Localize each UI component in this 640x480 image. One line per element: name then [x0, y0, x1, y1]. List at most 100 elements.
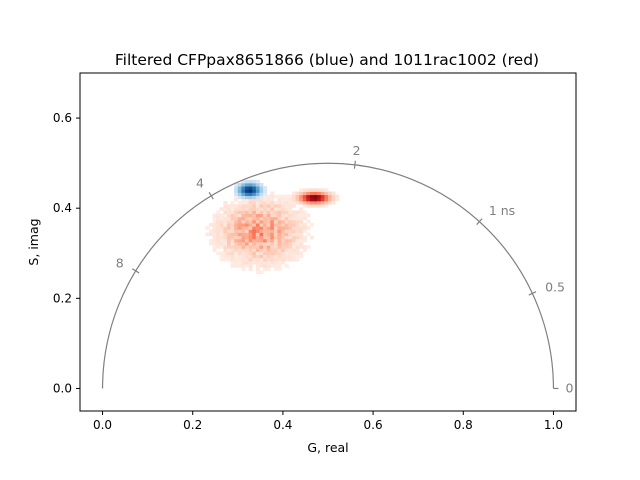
- heatmap-cell: [270, 200, 275, 205]
- heatmap-cell: [266, 248, 271, 252]
- heatmap-cell: [234, 189, 239, 193]
- heatmap-cell: [302, 204, 307, 208]
- heatmap-cell: [230, 251, 235, 256]
- heatmap-cell: [223, 251, 228, 256]
- heatmap-cell: [212, 245, 217, 249]
- heatmap-cell: [266, 254, 271, 259]
- heatmap-cell: [277, 197, 282, 202]
- heatmap-cell: [234, 238, 239, 243]
- heatmap-cell: [299, 210, 304, 215]
- heatmap-cell: [223, 248, 228, 252]
- heatmap-cell: [259, 251, 264, 256]
- heatmap-cell: [317, 200, 322, 205]
- heatmap-cell: [226, 238, 232, 243]
- heatmap-cell: [255, 251, 260, 256]
- heatmap-cell: [263, 223, 268, 227]
- heatmap-cell: [277, 238, 282, 243]
- heatmap-cell: [252, 242, 257, 246]
- heatmap-cell: [263, 226, 268, 230]
- heatmap-cell: [273, 260, 278, 265]
- heatmap-cell: [230, 245, 235, 249]
- heatmap-cell: [241, 207, 246, 211]
- heatmap-cell: [306, 197, 311, 202]
- heatmap-cell: [277, 254, 282, 259]
- heatmap-cell: [288, 216, 293, 221]
- heatmap-cell: [226, 242, 232, 246]
- heatmap-cell: [270, 264, 275, 268]
- heatmap-cell: [277, 207, 282, 211]
- heatmap-cell: [252, 257, 257, 262]
- heatmap-cell: [328, 197, 333, 202]
- heatmap-cell: [223, 229, 228, 233]
- heatmap-cell: [252, 192, 257, 196]
- heatmap-cell: [291, 210, 296, 215]
- heatmap-cell: [263, 229, 268, 233]
- heatmap-cell: [237, 200, 242, 205]
- heatmap-cell: [284, 238, 289, 243]
- heatmap-cell: [302, 210, 307, 215]
- heatmap-cell: [230, 257, 235, 262]
- heatmap-cell: [226, 213, 232, 218]
- heatmap-cell: [263, 210, 268, 215]
- heatmap-cell: [241, 267, 246, 271]
- heatmap-cell: [324, 194, 329, 199]
- heatmap-cell: [212, 223, 217, 227]
- heatmap-cell: [281, 232, 286, 237]
- heatmap-cell: [216, 226, 221, 230]
- heatmap-cell: [288, 254, 293, 259]
- heatmap-cell: [255, 182, 260, 187]
- heatmap-cell: [266, 219, 271, 224]
- heatmap-cell: [248, 254, 253, 259]
- heatmap-cell: [219, 245, 224, 249]
- heatmap-cell: [252, 248, 257, 252]
- heatmap-cell: [255, 245, 260, 249]
- heatmap-cell: [219, 226, 224, 230]
- heatmap-cell: [212, 235, 217, 240]
- heatmap-cell: [259, 200, 264, 205]
- heatmap-cell: [234, 197, 239, 202]
- lifetime-tick: [208, 191, 214, 200]
- heatmap-cell: [219, 257, 224, 262]
- heatmap-cell: [259, 204, 264, 208]
- heatmap-cell: [219, 232, 224, 237]
- heatmap-cell: [306, 188, 311, 192]
- heatmap-cell: [281, 242, 286, 246]
- heatmap-cell: [281, 207, 286, 211]
- heatmap-cell: [259, 197, 264, 202]
- heatmap-cell: [263, 257, 268, 262]
- heatmap-cell: [295, 223, 300, 227]
- heatmap-cell: [241, 254, 246, 259]
- heatmap-cell: [331, 191, 336, 196]
- heatmap-cell: [248, 197, 253, 202]
- heatmap-cell: [248, 210, 253, 215]
- heatmap-cell: [226, 210, 232, 215]
- heatmap-cell: [255, 254, 260, 259]
- heatmap-cell: [291, 194, 296, 199]
- heatmap-cell: [266, 260, 271, 265]
- heatmap-cell: [237, 264, 242, 268]
- heatmap-cell: [241, 204, 246, 208]
- heatmap-cell: [208, 232, 213, 237]
- heatmap-cell: [226, 207, 232, 211]
- heatmap-cell: [291, 197, 296, 202]
- heatmap-cell: [248, 251, 253, 256]
- heatmap-cell: [212, 216, 217, 221]
- heatmap-cell: [237, 251, 242, 256]
- heatmap-cell: [248, 257, 253, 262]
- heatmap-cell: [306, 204, 311, 208]
- heatmap-cell: [324, 204, 329, 208]
- heatmap-cell: [263, 264, 268, 268]
- heatmap-cell: [216, 216, 221, 221]
- heatmap-cell: [252, 216, 257, 221]
- heatmap-cell: [299, 238, 304, 243]
- heatmap-cell: [291, 238, 296, 243]
- heatmap-cell: [259, 216, 264, 221]
- heatmap-cell: [230, 207, 235, 211]
- heatmap-cell: [241, 257, 246, 262]
- heatmap-cell: [223, 254, 228, 259]
- heatmap-cell: [295, 257, 300, 262]
- heatmap-cell: [306, 245, 311, 249]
- heatmap-cell: [324, 188, 329, 192]
- heatmap-cell: [241, 223, 246, 227]
- heatmap-cell: [248, 189, 253, 193]
